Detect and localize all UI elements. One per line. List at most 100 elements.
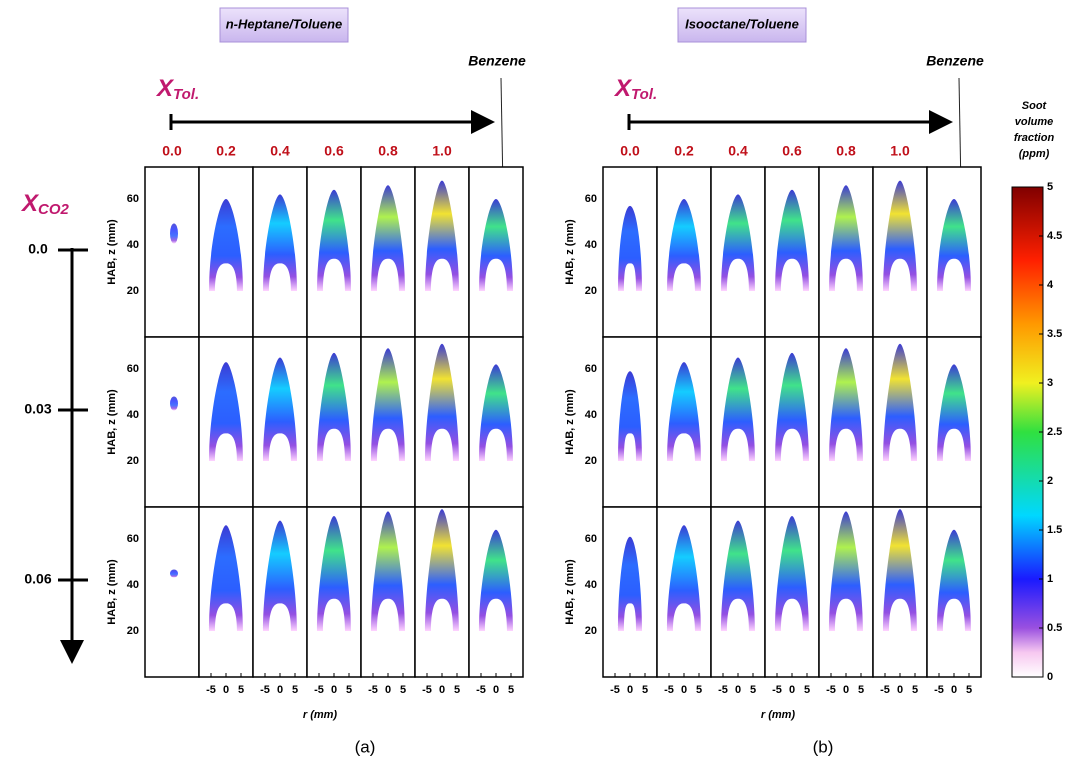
flame bbox=[479, 364, 513, 461]
x-tick-label: 0 bbox=[951, 684, 957, 696]
y-tick-label: 20 bbox=[127, 455, 139, 467]
x-tick-label: 0 bbox=[843, 684, 849, 696]
colorbar-tick-label: 4.5 bbox=[1047, 230, 1062, 242]
image-cell bbox=[144, 336, 200, 508]
y-tick-label: 60 bbox=[127, 193, 139, 205]
x-tick-label: -5 bbox=[772, 684, 782, 696]
y-tick-label: 20 bbox=[585, 455, 597, 467]
x-tick-label: 0 bbox=[439, 684, 445, 696]
colorbar-tick-label: 2 bbox=[1047, 475, 1053, 487]
flame bbox=[263, 194, 297, 291]
flame bbox=[317, 516, 351, 631]
x-co2-subscript: CO2 bbox=[38, 201, 70, 218]
panel-caption: (a) bbox=[355, 737, 376, 756]
flame bbox=[317, 352, 351, 461]
y-axis-label: HAB, z (mm) bbox=[564, 389, 576, 455]
colorbar-title: fraction bbox=[1014, 132, 1055, 144]
flame bbox=[317, 189, 351, 291]
y-tick-label: 60 bbox=[585, 193, 597, 205]
colorbar-tick-label: 3 bbox=[1047, 377, 1053, 389]
colorbar-title: (ppm) bbox=[1019, 148, 1050, 160]
x-tol-value: 0.4 bbox=[270, 143, 290, 159]
x-tick-label: 5 bbox=[912, 684, 918, 696]
y-tick-label: 40 bbox=[127, 239, 139, 251]
flame bbox=[209, 199, 243, 291]
flame bbox=[170, 396, 178, 411]
flame bbox=[371, 511, 405, 631]
x-tick-label: 5 bbox=[966, 684, 972, 696]
y-tick-label: 60 bbox=[585, 363, 597, 375]
x-tol-value: 0.4 bbox=[728, 143, 748, 159]
colorbar-tick-label: 1.5 bbox=[1047, 524, 1062, 536]
y-tick-label: 60 bbox=[585, 533, 597, 545]
flame bbox=[618, 536, 642, 631]
flame bbox=[829, 348, 863, 461]
x-tol-value: 0.2 bbox=[216, 143, 236, 159]
colorbar-title: volume bbox=[1015, 116, 1054, 128]
flame bbox=[425, 509, 459, 631]
colorbar-tick-label: 0 bbox=[1047, 671, 1053, 683]
x-tick-label: 0 bbox=[277, 684, 283, 696]
y-axis-label: HAB, z (mm) bbox=[564, 219, 576, 285]
flame bbox=[479, 199, 513, 291]
x-tick-label: 5 bbox=[750, 684, 756, 696]
flame bbox=[170, 569, 178, 578]
x-tick-label: -5 bbox=[314, 684, 324, 696]
flame bbox=[263, 520, 297, 631]
y-axis-label: HAB, z (mm) bbox=[106, 219, 118, 285]
y-tick-label: 60 bbox=[127, 533, 139, 545]
y-tick-label: 40 bbox=[585, 579, 597, 591]
x-tick-label: 5 bbox=[858, 684, 864, 696]
flame bbox=[829, 511, 863, 631]
panel-title: Isooctane/Toluene bbox=[685, 16, 799, 31]
y-tick-label: 40 bbox=[585, 239, 597, 251]
x-tick-label: -5 bbox=[206, 684, 216, 696]
x-tick-label: 0 bbox=[735, 684, 741, 696]
x-tol-subscript: Tol. bbox=[173, 86, 199, 103]
flame bbox=[829, 185, 863, 291]
flame bbox=[883, 509, 917, 631]
x-tick-label: -5 bbox=[422, 684, 432, 696]
x-tick-label: 5 bbox=[292, 684, 298, 696]
x-tol-symbol: X bbox=[613, 75, 633, 102]
colorbar-tick-label: 1 bbox=[1047, 573, 1053, 585]
flame bbox=[937, 529, 971, 631]
x-tick-label: 0 bbox=[385, 684, 391, 696]
flame bbox=[371, 348, 405, 461]
x-tol-subscript: Tol. bbox=[631, 86, 657, 103]
flame bbox=[618, 371, 642, 461]
flame bbox=[479, 529, 513, 631]
y-tick-label: 20 bbox=[585, 285, 597, 297]
co2-value: 0.0 bbox=[28, 241, 48, 257]
image-cell bbox=[144, 166, 200, 338]
flame bbox=[937, 199, 971, 291]
x-tick-label: 5 bbox=[508, 684, 514, 696]
y-axis-label: HAB, z (mm) bbox=[106, 559, 118, 625]
flame bbox=[667, 199, 701, 291]
y-tick-label: 40 bbox=[127, 409, 139, 421]
y-tick-label: 20 bbox=[127, 285, 139, 297]
title-box bbox=[219, 7, 349, 43]
flame bbox=[667, 362, 701, 461]
colorbar bbox=[1011, 186, 1044, 678]
flame bbox=[721, 194, 755, 291]
panel-title: n-Heptane/Toluene bbox=[226, 16, 343, 31]
x-tol-title: XTol. bbox=[613, 75, 657, 103]
flame bbox=[775, 352, 809, 461]
colorbar-tick-label: 4 bbox=[1047, 279, 1054, 291]
x-tick-label: -5 bbox=[826, 684, 836, 696]
x-tick-label: 0 bbox=[627, 684, 633, 696]
x-tol-value: 0.6 bbox=[782, 143, 802, 159]
x-tick-label: 5 bbox=[804, 684, 810, 696]
flame bbox=[721, 520, 755, 631]
x-tick-label: -5 bbox=[368, 684, 378, 696]
x-tol-value: 0.6 bbox=[324, 143, 344, 159]
x-tick-label: 0 bbox=[223, 684, 229, 696]
x-tol-value: 0.0 bbox=[620, 143, 640, 159]
co2-value: 0.03 bbox=[24, 401, 51, 417]
panel-caption: (b) bbox=[813, 737, 834, 756]
title-box bbox=[677, 7, 807, 43]
flame bbox=[425, 343, 459, 461]
y-tick-label: 20 bbox=[585, 625, 597, 637]
